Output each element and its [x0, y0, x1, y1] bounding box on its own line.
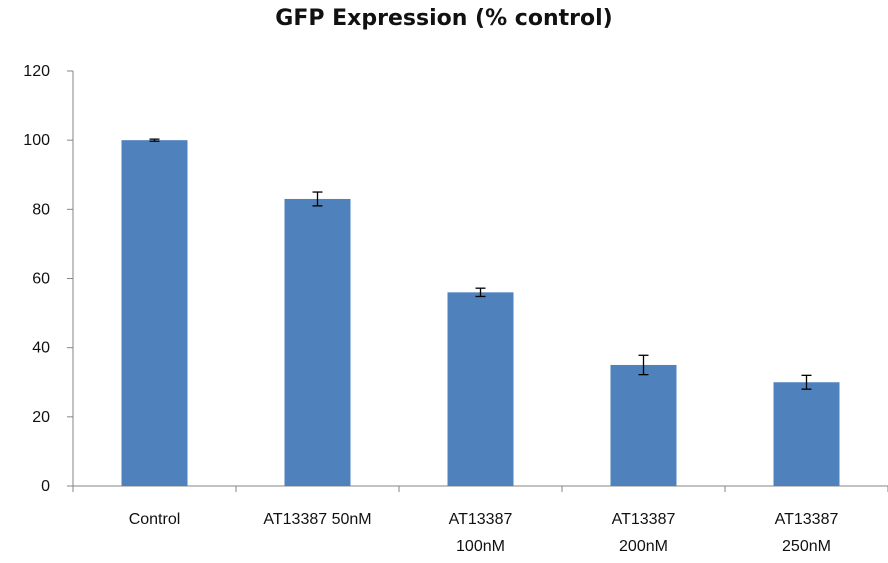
x-tick-label: AT13387 — [449, 511, 513, 528]
x-tick-label: AT13387 — [612, 511, 676, 528]
chart-title: GFP Expression (% control) — [275, 6, 613, 31]
x-tick-label: 200nM — [619, 538, 668, 555]
x-tick-label: 250nM — [782, 538, 831, 555]
bar — [773, 382, 840, 486]
y-tick-label: 80 — [32, 201, 50, 218]
y-tick-label: 100 — [23, 132, 50, 149]
y-tick-label: 120 — [23, 63, 50, 80]
bar — [284, 198, 351, 487]
x-tick-label: AT13387 50nM — [263, 511, 371, 528]
bar — [447, 292, 514, 486]
x-tick-label: Control — [129, 511, 181, 528]
bar — [121, 140, 188, 486]
x-tick-label: AT13387 — [775, 511, 839, 528]
y-tick-label: 0 — [41, 478, 50, 495]
bar — [610, 364, 677, 486]
y-tick-label: 40 — [32, 340, 50, 357]
y-tick-label: 20 — [32, 409, 50, 426]
x-tick-label: 100nM — [456, 538, 505, 555]
y-tick-label: 60 — [32, 271, 50, 288]
